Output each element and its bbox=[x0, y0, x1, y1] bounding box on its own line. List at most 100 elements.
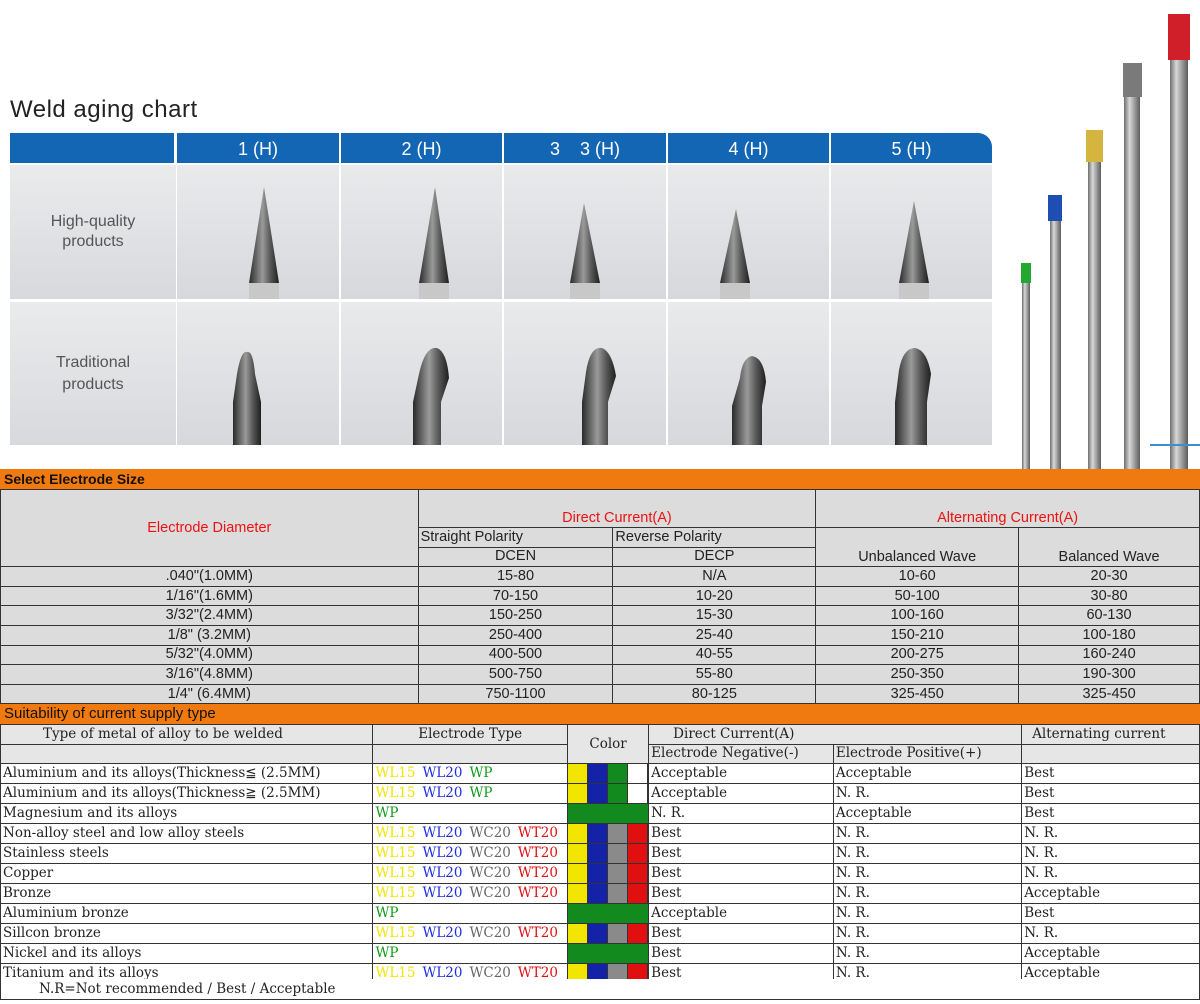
electrode-type-label: WT20 bbox=[517, 865, 558, 882]
row-label-line: products bbox=[62, 233, 124, 250]
dcen-cell: 400-500 bbox=[417, 644, 614, 666]
balanced-cell: 20-30 bbox=[1018, 566, 1200, 587]
diameter-cell: .040"(1.0MM) bbox=[0, 566, 419, 587]
electrode-type-label: WC20 bbox=[469, 865, 511, 882]
electrode-photo-blunt bbox=[177, 302, 339, 445]
metal-cell: Aluminium and its alloys(Thickness≦ (2.5… bbox=[0, 763, 374, 785]
size-row: 1/16"(1.6MM) 70-150 10-20 50-100 30-80 bbox=[0, 585, 1200, 607]
electrode-type-label: WL20 bbox=[422, 965, 463, 982]
color-swatch bbox=[608, 884, 629, 903]
electrode-type-cell: WL15 WL20 WC20 WT20 bbox=[372, 823, 568, 845]
color-swatch bbox=[568, 804, 648, 823]
unbalanced-cell: 325-450 bbox=[815, 683, 1020, 705]
unbalanced-cell: 50-100 bbox=[815, 585, 1020, 607]
color-swatch bbox=[588, 964, 609, 983]
electrode-photo-sharp bbox=[341, 165, 502, 299]
color-swatch bbox=[588, 764, 609, 783]
electrode-positive-cell: Acceptable bbox=[832, 763, 1023, 785]
color-swatches bbox=[566, 763, 650, 785]
electrode-type-label: Wzr8 bbox=[499, 765, 536, 782]
size-row: 3/16"(4.8MM) 500-750 55-80 250-350 190-300 bbox=[0, 664, 1200, 685]
color-swatch bbox=[608, 844, 629, 863]
electrode-type-subheader bbox=[372, 743, 568, 765]
color-swatch bbox=[568, 844, 589, 863]
aging-chart: 1 (H) 2 (H) 3 3 (H) 4 (H) 5 (H) High-qua… bbox=[10, 133, 992, 445]
electrode-type-label: WT20 bbox=[517, 885, 558, 902]
color-swatch bbox=[628, 844, 648, 863]
aging-header-3: 3 3 (H) bbox=[504, 133, 666, 163]
size-row: 5/32"(4.0MM) 400-500 40-55 200-275 160-240 bbox=[0, 644, 1200, 666]
size-row: 1/4" (6.4MM) 750-1100 80-125 325-450 325-450 bbox=[0, 683, 1200, 705]
electrode-positive-cell: N. R. bbox=[832, 823, 1023, 845]
electrode-negative-cell: N. R. bbox=[648, 803, 834, 825]
ac-subheader bbox=[1021, 743, 1200, 765]
electrode-type-label: WL20 bbox=[422, 785, 463, 802]
decp-cell: N/A bbox=[612, 566, 817, 587]
row-label-high-quality: High-quality products bbox=[10, 165, 176, 299]
dcen-header: DCEN bbox=[417, 546, 614, 568]
electrode-negative-cell: Best bbox=[648, 883, 834, 905]
color-header: Color bbox=[566, 723, 650, 765]
unbalanced-cell: 150-210 bbox=[815, 624, 1020, 646]
electrode-photo-sharp bbox=[177, 165, 339, 299]
unbalanced-cell: 200-275 bbox=[815, 644, 1020, 666]
electrode-type-label: WL15 bbox=[375, 825, 416, 842]
balanced-wave-header: Balanced Wave bbox=[1018, 526, 1200, 568]
aging-header-1: 1 (H) bbox=[177, 133, 339, 163]
electrode-photo-blunt bbox=[341, 302, 502, 445]
color-swatch bbox=[628, 964, 648, 983]
balanced-cell: 60-130 bbox=[1018, 605, 1200, 626]
diameter-cell: 1/4" (6.4MM) bbox=[0, 683, 419, 705]
diameter-cell: 3/16"(4.8MM) bbox=[0, 664, 419, 685]
electrode-type-header: Electrode Type bbox=[372, 724, 568, 745]
ac-cell: N. R. bbox=[1021, 823, 1200, 845]
aging-header-4: 4 (H) bbox=[668, 133, 829, 163]
section-bar-electrode-size: Select Electrode Size bbox=[0, 469, 1200, 489]
electrode-type-label: WL15 bbox=[375, 785, 416, 802]
color-swatches bbox=[566, 843, 650, 865]
color-swatch bbox=[608, 924, 629, 943]
metal-type-header: Type of metal of alloy to be welded bbox=[0, 724, 374, 745]
electrode-positive-cell: N. R. bbox=[832, 783, 1023, 805]
color-swatches bbox=[566, 823, 650, 845]
electrode-type-label: WL20 bbox=[422, 885, 463, 902]
unbalanced-cell: 250-350 bbox=[815, 664, 1020, 685]
row-label-traditional: Traditional products bbox=[10, 302, 176, 445]
row-label-bg-2 bbox=[10, 302, 176, 445]
straight-polarity-header: Straight Polarity bbox=[417, 527, 614, 548]
electrode-type-label: WT20 bbox=[517, 845, 558, 862]
color-swatch bbox=[568, 904, 648, 923]
electrode-type-label: WL20 bbox=[422, 845, 463, 862]
electrode-type-label: WL15 bbox=[375, 845, 416, 862]
electrode-type-cell: WP bbox=[372, 943, 568, 965]
balanced-cell: 30-80 bbox=[1018, 585, 1200, 607]
electrode-negative-cell: Best bbox=[648, 963, 834, 985]
electrode-type-cell: WL15 WL20 WC20 WT20 bbox=[372, 883, 568, 905]
decp-cell: 15-30 bbox=[612, 605, 817, 626]
electrode-photo-blunt bbox=[504, 302, 666, 445]
color-swatch bbox=[588, 784, 609, 803]
electrode-negative-cell: Acceptable bbox=[648, 783, 834, 805]
dc-header: Direct Current(A) bbox=[417, 489, 817, 528]
color-swatch bbox=[568, 824, 589, 843]
electrode-type-label: WP bbox=[469, 765, 493, 782]
rod-grey bbox=[1123, 63, 1142, 472]
dcen-cell: 750-1100 bbox=[417, 683, 614, 705]
metal-cell: Stainless steels bbox=[0, 843, 374, 865]
electrode-type-label: WL15 bbox=[375, 865, 416, 882]
reverse-polarity-header: Reverse Polarity bbox=[612, 527, 817, 548]
row-label-line: products bbox=[62, 375, 124, 393]
balanced-cell: 190-300 bbox=[1018, 664, 1200, 685]
electrode-negative-cell: Best bbox=[648, 863, 834, 885]
balanced-cell: 100-180 bbox=[1018, 624, 1200, 646]
electrode-positive-cell: N. R. bbox=[832, 903, 1023, 925]
suit-row: Aluminium bronze WP Acceptable N. R. Best bbox=[0, 903, 1200, 925]
color-swatch bbox=[568, 864, 589, 883]
size-subheader-row: Straight Polarity Reverse Polarity Unbal… bbox=[1, 526, 1200, 568]
color-swatch bbox=[608, 864, 629, 883]
decp-header: DECP bbox=[612, 546, 817, 568]
suitability-table: Type of metal of alloy to be welded Elec… bbox=[0, 723, 1200, 985]
color-swatch bbox=[568, 764, 589, 783]
suit-row: Nickel and its alloys WP Best N. R. Acceptab… bbox=[0, 943, 1200, 965]
electrode-negative-cell: Best bbox=[648, 843, 834, 865]
